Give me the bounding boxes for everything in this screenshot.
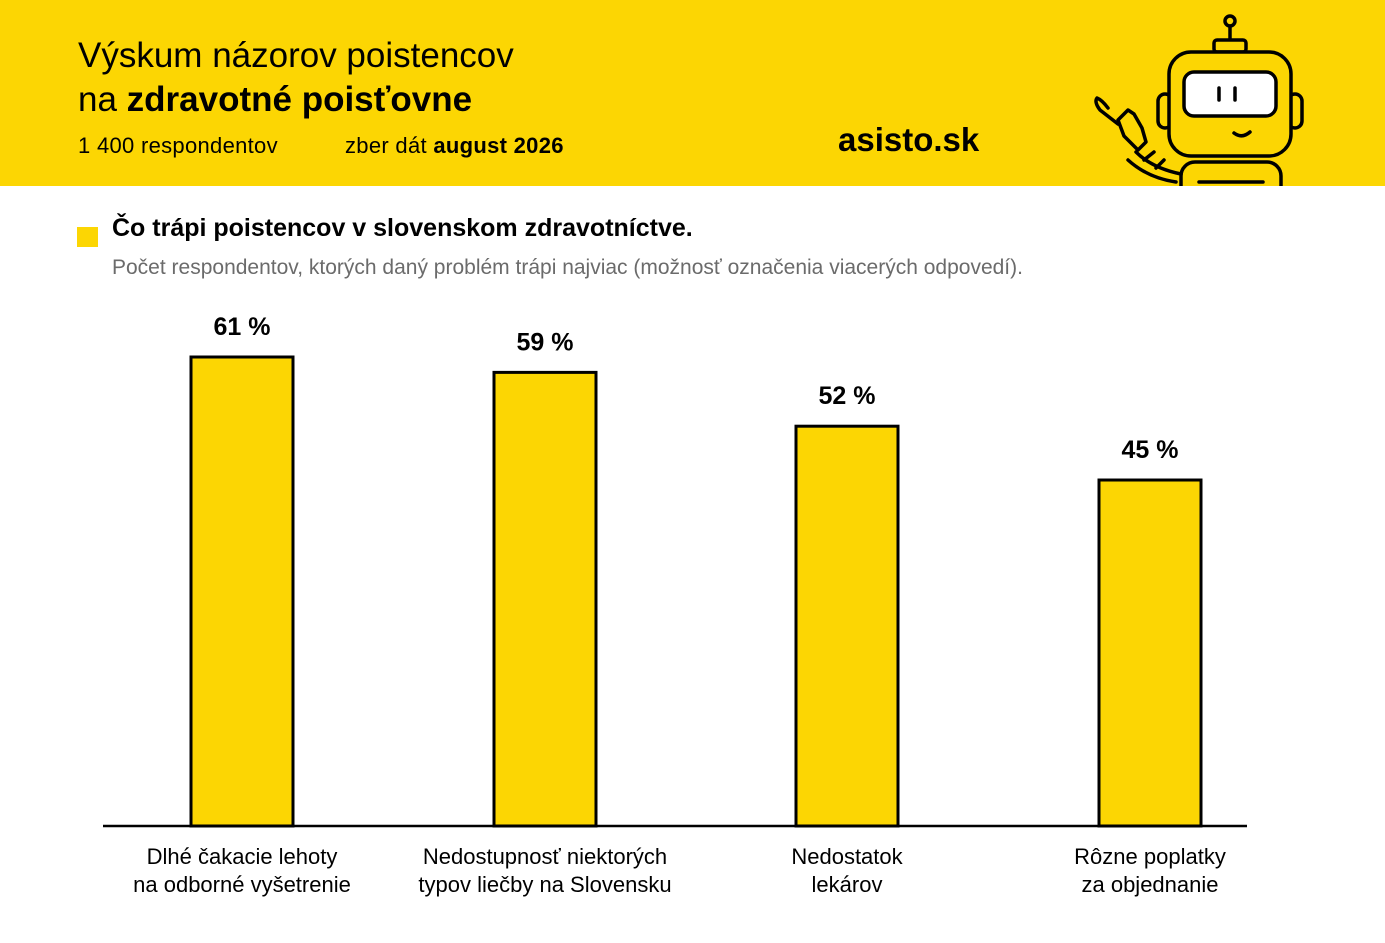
report-title-bold: zdravotné poisťovne bbox=[126, 80, 473, 119]
collection-prefix: zber dát bbox=[345, 133, 434, 158]
category-label-4-line-1: Rôzne poplatky bbox=[1074, 844, 1226, 869]
collection-date: august 2026 bbox=[433, 133, 564, 158]
respondents-count: 1 400 respondentov bbox=[78, 133, 278, 158]
legend-square bbox=[77, 227, 98, 247]
value-label-3: 52 % bbox=[819, 382, 876, 410]
category-label-3-line-2: lekárov bbox=[812, 872, 883, 897]
category-label-3-line-1: Nedostatok bbox=[791, 844, 903, 869]
bar-1 bbox=[189, 355, 295, 828]
report-title-line2: na zdravotné poisťovne bbox=[78, 80, 472, 120]
header-banner: Výskum názorov poistencov na zdravotné p… bbox=[0, 0, 1385, 186]
category-label-1-line-2: na odborné vyšetrenie bbox=[133, 872, 351, 897]
category-label-4-line-2: za objednanie bbox=[1081, 872, 1218, 897]
data-collection-date: zber dát august 2026 bbox=[345, 132, 564, 160]
robot-mascot-icon bbox=[1094, 14, 1304, 186]
category-label-2-line-2: typov liečby na Slovensku bbox=[418, 872, 671, 897]
labels-layer: 61 % Dlhé čakacie lehoty na odborné vyšetr… bbox=[133, 313, 1226, 897]
value-label-2: 59 % bbox=[517, 328, 574, 356]
chart-title: Čo trápi poistencov v slovenskom zdravot… bbox=[112, 214, 693, 242]
bar-4 bbox=[1097, 478, 1203, 828]
chart-subtitle: Počet respondentov, ktorých daný problém… bbox=[112, 256, 1023, 279]
report-title-prefix: na bbox=[78, 80, 127, 119]
category-label-2-line-1: Nedostupnosť niektorých bbox=[423, 844, 667, 869]
bars-layer bbox=[189, 355, 1203, 828]
brand-logo-text: asisto.sk bbox=[838, 121, 980, 158]
value-label-1: 61 % bbox=[214, 313, 271, 341]
bar-2 bbox=[492, 370, 598, 828]
report-title-line1: Výskum názorov poistencov bbox=[78, 36, 514, 75]
value-label-4: 45 % bbox=[1122, 436, 1179, 464]
bar-3 bbox=[794, 424, 900, 828]
category-label-1-line-1: Dlhé čakacie lehoty bbox=[147, 844, 338, 869]
